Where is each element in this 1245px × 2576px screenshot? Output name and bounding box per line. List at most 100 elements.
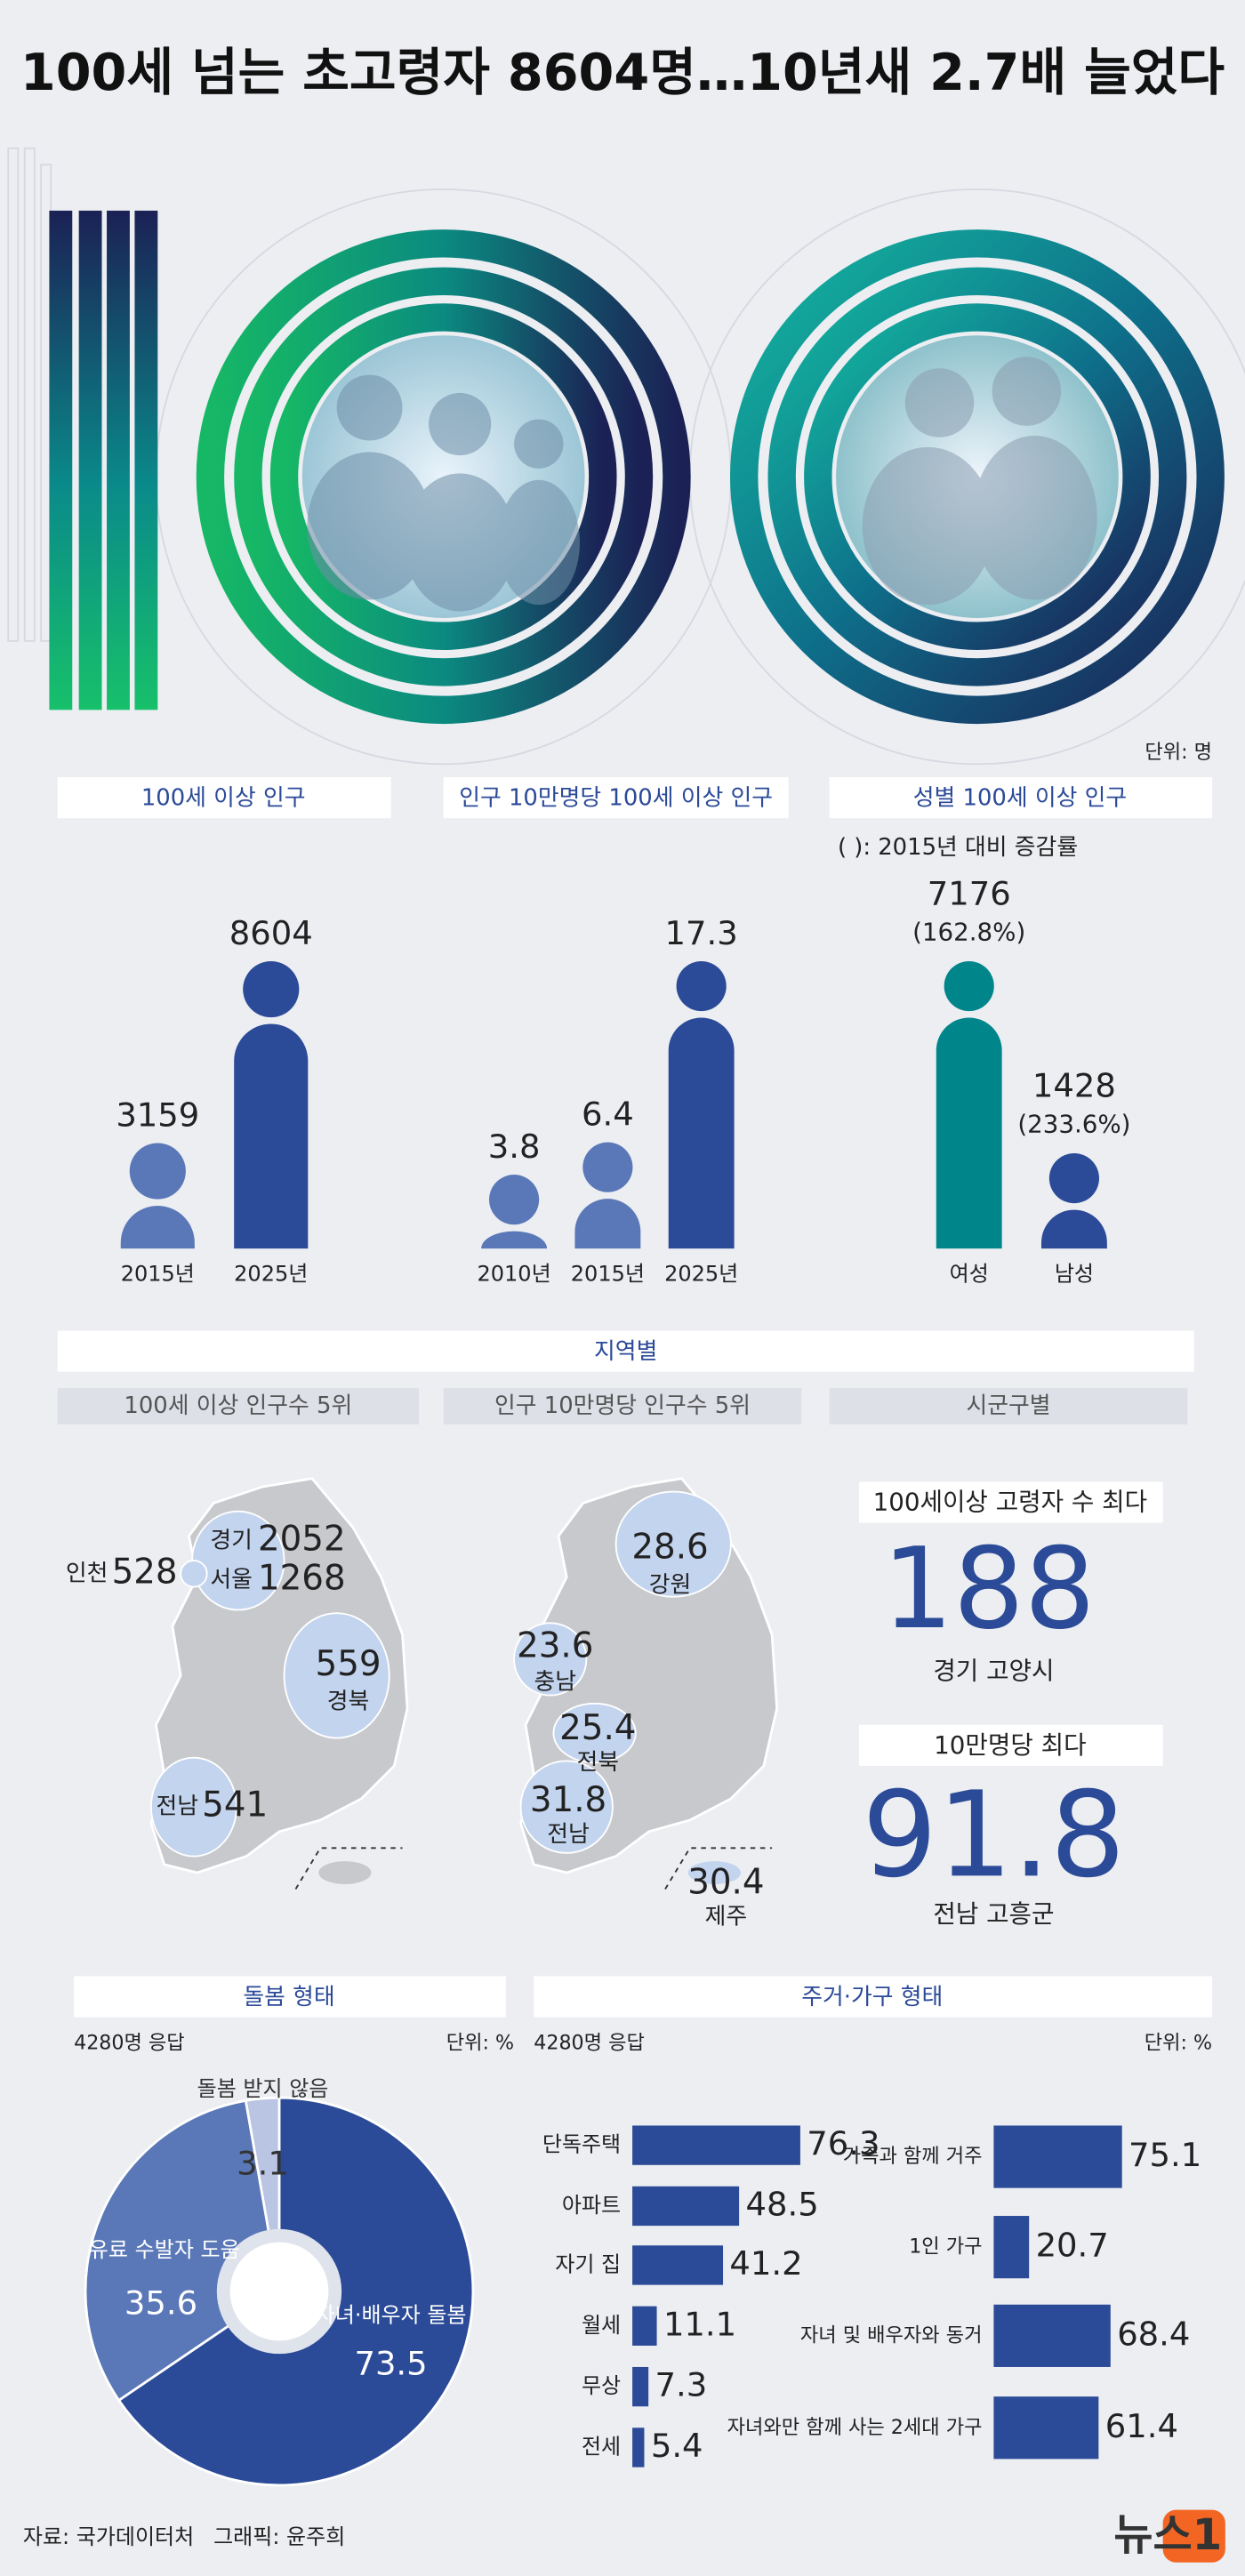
person-body [234, 1023, 309, 1249]
slice-value: 73.5 [354, 2345, 427, 2383]
slice-name: 돌봄 받지 않음 [197, 2076, 329, 2101]
slice-name: 자녀·배우자 돌봄 [316, 2303, 467, 2328]
category-label: 남성 [1055, 1262, 1094, 1287]
bar [993, 2125, 1122, 2188]
bar [993, 2216, 1030, 2279]
person-head [129, 1143, 186, 1200]
district-title: 10만명당 최다 [934, 1730, 1086, 1760]
district-place: 전남 고흥군 [933, 1899, 1054, 1929]
region-value: 31.8 [530, 1780, 606, 1820]
header-box [858, 1724, 1163, 1766]
map-highlight [614, 1490, 732, 1598]
hero-bar [78, 210, 102, 710]
title: 100세 넘는 초고령자 8604명…10년새 2.7배 늘었다 [20, 43, 1225, 102]
person-head [676, 960, 727, 1012]
chart-title: 100세 이상 인구 [141, 785, 306, 812]
header-box [534, 1976, 1213, 2018]
bar-value: 75.1 [1129, 2136, 1201, 2174]
person-mark [1040, 1153, 1107, 1249]
value-label: 3159 [116, 1095, 199, 1134]
bar [632, 2428, 645, 2468]
section-title: 지역별 [594, 1338, 657, 1365]
region-name: 전북 [577, 1749, 620, 1776]
category-label: 2010년 [478, 1262, 551, 1287]
chart-title: 돌봄 형태 [243, 1984, 334, 2010]
value-label: 8604 [229, 914, 313, 952]
region-name: 제주 [705, 1903, 748, 1930]
ring-right [729, 229, 1225, 725]
bar [993, 2396, 1099, 2460]
region-name: 강원 [649, 1571, 692, 1598]
bar [632, 2186, 740, 2227]
source: 자료: 국가데이터처 [23, 2524, 194, 2549]
person-body [668, 1017, 735, 1249]
value-label: 3.8 [488, 1128, 541, 1166]
header-box [57, 1330, 1194, 1372]
header-box [858, 1481, 1163, 1523]
map-jeju [687, 1861, 741, 1884]
bar-label: 자녀 및 배우자와 동거 [800, 2323, 983, 2347]
map-highlight [552, 1702, 637, 1764]
category-label: 여성 [950, 1262, 989, 1287]
category-label: 2015년 [571, 1262, 645, 1287]
bar-label: 아파트 [562, 2193, 621, 2218]
map-highlight [149, 1756, 237, 1858]
unit: 단위: % [1145, 2032, 1212, 2055]
bar-label: 무상 [582, 2373, 621, 2398]
chart-title: 성별 100세 이상 인구 [913, 785, 1127, 812]
logo: 뉴스1 [1113, 2510, 1222, 2560]
header-box [443, 777, 789, 819]
category-label: 2025년 [664, 1262, 738, 1287]
bar [632, 2245, 724, 2285]
person-body [1040, 1209, 1107, 1249]
header-box [74, 1976, 506, 2018]
hero-graphic [7, 147, 1245, 766]
map-highlight [519, 1760, 614, 1854]
region-value: 25.4 [559, 1708, 636, 1748]
bar [993, 2304, 1111, 2367]
person-mark [574, 1142, 641, 1249]
value-label: 1428 [1032, 1067, 1116, 1105]
slice-value: 35.6 [124, 2283, 197, 2322]
person-head [582, 1142, 633, 1192]
slice-value: 3.1 [237, 2144, 289, 2182]
bar-value: 20.7 [1036, 2227, 1109, 2265]
subheader-box [57, 1388, 419, 1424]
region-name: 경기 [210, 1527, 253, 1553]
jeju-divider [664, 1847, 773, 1890]
region-value: 1268 [258, 1559, 346, 1599]
bar-value: 11.1 [663, 2305, 736, 2343]
map-highlight [283, 1612, 390, 1739]
subheader: 100세 이상 인구수 5위 [124, 1392, 352, 1419]
bar-value: 68.4 [1117, 2315, 1190, 2353]
person-head [243, 960, 300, 1018]
hero-bar [49, 210, 73, 710]
change-label: (233.6%) [1017, 1110, 1130, 1139]
bar-label: 자기 집 [555, 2251, 621, 2276]
bar-label: 가족과 함께 거주 [843, 2145, 983, 2168]
unit: 단위: % [446, 2032, 514, 2055]
bar-value: 7.3 [655, 2366, 708, 2404]
region-value: 2052 [258, 1519, 346, 1559]
credit: 그래픽: 윤주희 [213, 2524, 345, 2549]
map-highlight [180, 1560, 208, 1588]
bar-value: 76.3 [807, 2124, 880, 2163]
respondents: 4280명 응답 [534, 2032, 645, 2055]
region-name: 인천 [66, 1560, 108, 1586]
region-value: 23.6 [517, 1625, 593, 1665]
district-title: 100세이상 고령자 수 최다 [873, 1487, 1148, 1516]
person-head [944, 960, 994, 1012]
district-place: 경기 고양시 [933, 1657, 1054, 1686]
person-body [120, 1206, 195, 1249]
pie-hole [229, 2242, 329, 2341]
person-mark [234, 960, 309, 1249]
person-mark [481, 1175, 548, 1249]
region-name: 서울 [210, 1567, 253, 1593]
region-value: 30.4 [687, 1862, 764, 1902]
respondents: 4280명 응답 [74, 2032, 185, 2055]
unit: 단위: 명 [1145, 741, 1212, 764]
photo-people [862, 357, 1097, 606]
category-label: 2025년 [234, 1262, 308, 1287]
